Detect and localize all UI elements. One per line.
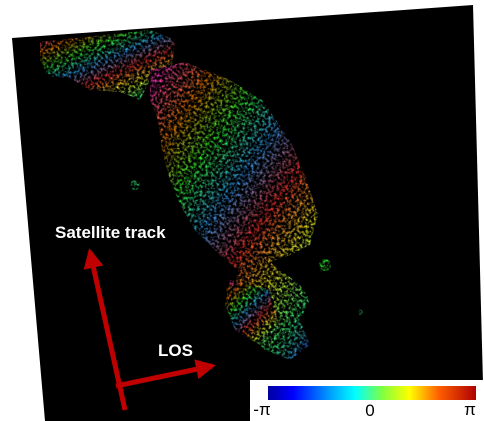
page: {"labels": {"track": "Satellite track", … — [0, 0, 484, 421]
colorbar — [268, 386, 476, 400]
colorbar-min: -π — [253, 400, 270, 419]
los-label: LOS — [158, 341, 193, 360]
colorbar-mid: 0 — [365, 401, 374, 420]
track-label: Satellite track — [55, 223, 166, 242]
interferogram: Satellite track LOS -π 0 π — [0, 0, 484, 421]
colorbar-max: π — [464, 400, 476, 419]
